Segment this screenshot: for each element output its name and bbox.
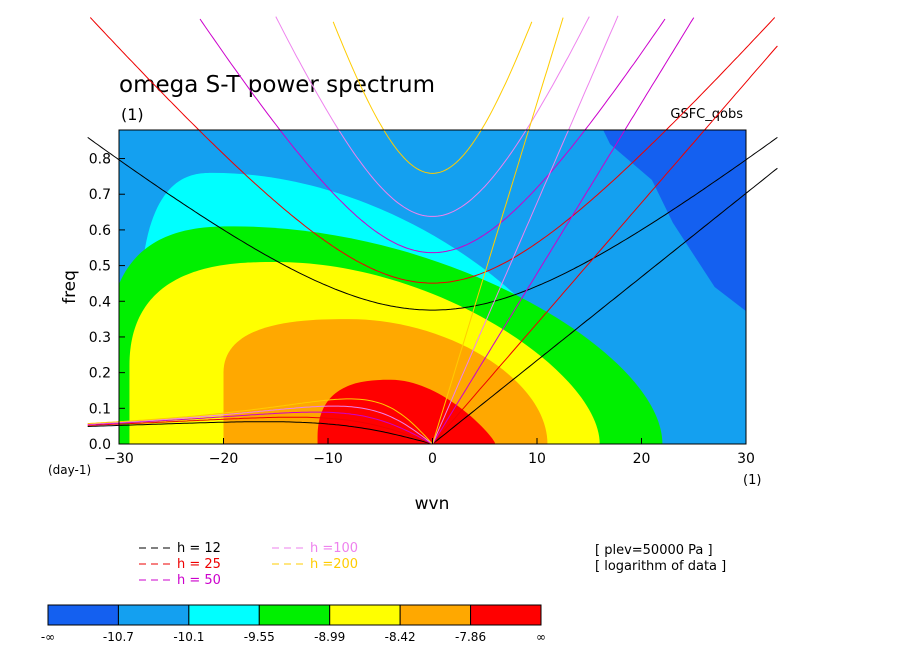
colorbar-swatch: [258, 604, 331, 626]
colorbar: -∞ -10.7 -10.1 -9.55 -8.99 -8.42 -7.86 ∞: [41, 604, 546, 644]
gravity-curve-h12: [87, 136, 778, 311]
y-tick-label: 0.3: [89, 330, 111, 346]
colorbar-label: -10.7: [103, 630, 134, 644]
rossby-curve-h200: [87, 398, 433, 445]
kelvin-curve-h25: [432, 45, 778, 445]
legend-label: h = 50: [177, 573, 221, 588]
colorbar-swatch: [399, 604, 472, 626]
colorbar-label: -∞: [41, 630, 55, 644]
contour-band-lowest: [603, 130, 746, 312]
gravity-curve-h200: [332, 21, 533, 174]
y-tick-label: 0.8: [89, 152, 111, 168]
x-tick-label: −20: [209, 451, 239, 467]
legend-label: h =100: [310, 541, 358, 556]
colorbar-swatch: [470, 604, 542, 626]
gravity-curve-h100: [275, 16, 590, 217]
rossby-curve-h25: [87, 416, 433, 445]
x-units-left: (day-1): [48, 463, 91, 477]
rossby-curve-h100: [87, 405, 433, 445]
colorbar-label: ∞: [536, 630, 546, 644]
x-tick-label: 10: [528, 451, 546, 467]
colorbar-label: -10.1: [173, 630, 204, 644]
colorbar-label: -9.55: [244, 630, 275, 644]
y-axis: 0.0 0.1 0.2 0.3 0.4 0.5 0.6 0.7 0.8: [89, 152, 125, 453]
colorbar-swatch: [47, 604, 119, 626]
y-tick-label: 0.0: [89, 437, 111, 453]
kelvin-curve-h12: [432, 167, 778, 445]
contour-field: [119, 130, 746, 444]
y-tick-label: 0.4: [89, 294, 111, 310]
colorbar-label: -7.86: [455, 630, 486, 644]
kelvin-curve-h100: [432, 15, 619, 445]
y-tick-label: 0.2: [89, 366, 111, 382]
y-tick-label: 0.5: [89, 259, 111, 275]
x-tick-label: −30: [104, 451, 134, 467]
y-tick-label: 0.7: [89, 187, 111, 203]
colorbar-label: -8.99: [314, 630, 345, 644]
y-axis-label: freq: [60, 270, 80, 304]
kelvin-curve-h50: [432, 17, 695, 445]
kelvin-curve-h200: [432, 17, 564, 445]
chart-title-units: (1): [121, 105, 144, 124]
x-axis-label: wvn: [415, 494, 450, 514]
x-tick-label: 0: [428, 451, 437, 467]
x-tick-label: 20: [633, 451, 651, 467]
gravity-curve-h25: [89, 17, 776, 284]
colorbar-label: -8.42: [385, 630, 416, 644]
dispersion-curves: [87, 15, 778, 445]
rossby-curve-h12: [87, 421, 433, 445]
x-units-right: (1): [743, 473, 761, 488]
dataset-label: GSFC_qobs: [670, 107, 743, 122]
colorbar-swatch: [117, 604, 190, 626]
gravity-curve-h50: [199, 18, 666, 254]
y-tick-label: 0.6: [89, 223, 111, 239]
x-tick-label: 30: [737, 451, 755, 467]
legend-label: h = 12: [177, 541, 221, 556]
colorbar-swatch: [329, 604, 401, 626]
y-tick-label: 0.1: [89, 401, 111, 417]
x-tick-label: −10: [313, 451, 343, 467]
colorbar-swatch: [188, 604, 260, 626]
info-plev: [ plev=50000 Pa ]: [595, 543, 713, 558]
chart-title: omega S-T power spectrum: [119, 72, 435, 98]
rossby-curve-h50: [87, 411, 433, 445]
legend-label: h = 25: [177, 557, 221, 572]
x-axis: −30 −20 −10 0 10 20 30: [104, 438, 755, 467]
info-log: [ logarithm of data ]: [595, 559, 726, 574]
legend-label: h =200: [310, 557, 358, 572]
